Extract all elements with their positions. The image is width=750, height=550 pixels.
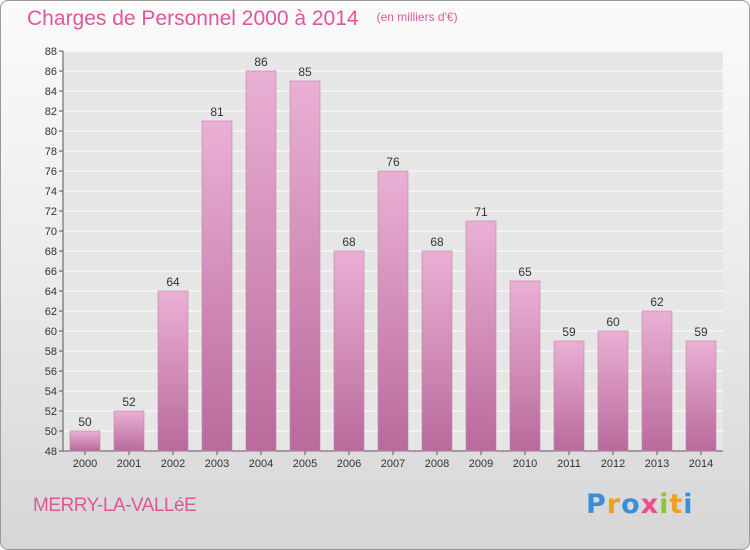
y-tick-label: 62	[45, 306, 57, 318]
y-tick-label: 86	[45, 66, 57, 78]
x-tick-label-2006: 2006	[337, 458, 361, 470]
title-text: Charges de Personnel 2000 à 2014	[27, 7, 359, 30]
value-label-2007: 76	[386, 155, 400, 169]
value-label-2003: 81	[210, 105, 224, 119]
bar-2014	[685, 340, 717, 452]
x-tick-label-2009: 2009	[469, 458, 493, 470]
x-tick-label-2010: 2010	[513, 458, 537, 470]
y-tick-label: 88	[45, 46, 57, 58]
y-tick-label: 80	[45, 126, 57, 138]
y-tick-label: 70	[45, 226, 57, 238]
bar-2013	[641, 310, 673, 452]
bar-2008	[421, 250, 453, 452]
chart-title: Charges de Personnel 2000 à 2014 (en mill…	[27, 7, 458, 31]
bar-2010	[509, 280, 541, 452]
y-tick-label: 76	[45, 166, 57, 178]
unit-label: (en milliers d'€)	[376, 10, 458, 24]
x-tick-label-2008: 2008	[425, 458, 449, 470]
y-tick-label: 82	[45, 106, 57, 118]
y-tick-label: 56	[45, 366, 57, 378]
value-label-2013: 62	[650, 295, 664, 309]
bar-2004	[245, 70, 277, 452]
bar-2011	[553, 340, 585, 452]
y-tick-label: 84	[45, 86, 57, 98]
value-label-2002: 64	[166, 275, 180, 289]
x-tick-label-2011: 2011	[557, 458, 581, 470]
labels: 48 50 52 54 56 58 60 62 64 66 68 70 72 74 76 78 80 82 84 86…	[45, 46, 713, 470]
x-tick-label-2005: 2005	[293, 458, 317, 470]
x-tick-label-2012: 2012	[601, 458, 625, 470]
brand-letter: i	[659, 489, 670, 520]
value-label-2009: 71	[474, 205, 488, 219]
value-label-2006: 68	[342, 235, 356, 249]
value-label-2010: 65	[518, 265, 532, 279]
proxiti-logo: Proxiti	[586, 489, 694, 520]
value-label-2000: 50	[78, 415, 92, 429]
value-label-2008: 68	[430, 235, 444, 249]
y-tick-label: 72	[45, 206, 57, 218]
bar-2009	[465, 220, 497, 452]
y-tick-label: 50	[45, 426, 57, 438]
x-tick-label-2014: 2014	[689, 458, 713, 470]
brand-letter: t	[669, 489, 684, 520]
bar-2006	[333, 250, 365, 452]
x-tick-label-2001: 2001	[117, 458, 141, 470]
brand-letter: i	[683, 489, 694, 520]
bar-2001	[113, 410, 145, 452]
brand-letter: o	[621, 489, 641, 520]
value-label-2012: 60	[606, 315, 620, 329]
y-tick-label: 78	[45, 146, 57, 158]
y-tick-label: 54	[45, 386, 57, 398]
x-tick-label-2004: 2004	[249, 458, 273, 470]
y-tick-label: 58	[45, 346, 57, 358]
brand-letter: x	[640, 489, 660, 520]
bar-2012	[597, 330, 629, 452]
bar-2005	[289, 80, 321, 452]
brand-letter: P	[586, 489, 607, 520]
value-label-2011: 59	[562, 325, 576, 339]
bar-2000	[69, 430, 101, 452]
y-tick-label: 66	[45, 266, 57, 278]
x-tick-label-2007: 2007	[381, 458, 405, 470]
y-tick-label: 74	[45, 186, 57, 198]
value-label-2001: 52	[122, 395, 136, 409]
x-tick-label-2013: 2013	[645, 458, 669, 470]
brand-letter: r	[606, 489, 622, 520]
y-tick-label: 60	[45, 326, 57, 338]
y-tick-label: 48	[45, 446, 57, 458]
value-label-2004: 86	[254, 55, 268, 69]
bars	[69, 70, 717, 452]
location-name: MERRY-LA-VALLéE	[33, 495, 197, 516]
y-tick-label: 64	[45, 286, 57, 298]
y-tick-label: 68	[45, 246, 57, 258]
value-label-2014: 59	[694, 325, 708, 339]
bar-2003	[201, 120, 233, 452]
value-label-2005: 85	[298, 65, 312, 79]
x-tick-label-2002: 2002	[161, 458, 185, 470]
y-tick-label: 52	[45, 406, 57, 418]
x-tick-label-2003: 2003	[205, 458, 229, 470]
bar-2002	[157, 290, 189, 452]
bar-2007	[377, 170, 409, 452]
x-tick-label-2000: 2000	[73, 458, 97, 470]
